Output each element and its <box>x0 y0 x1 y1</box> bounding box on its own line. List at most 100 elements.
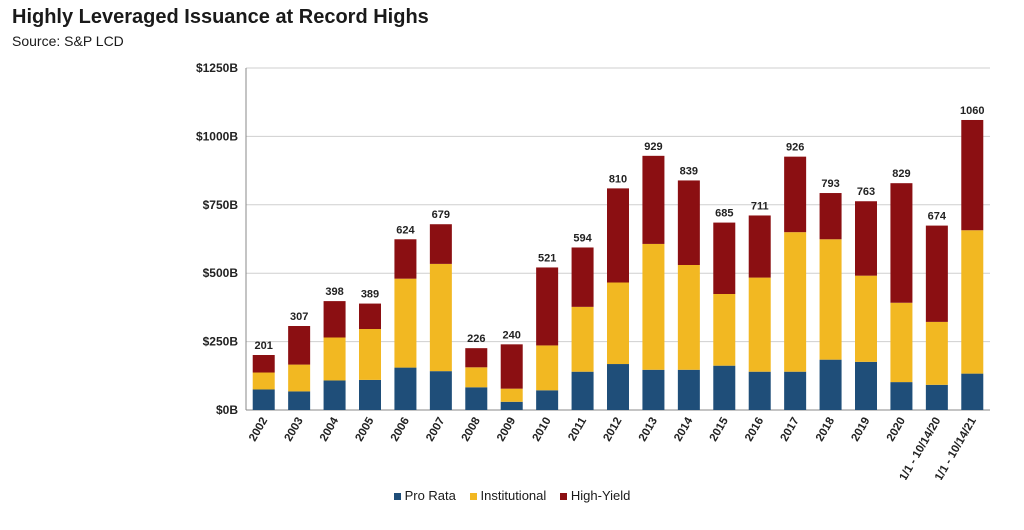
legend-label: Institutional <box>480 488 547 503</box>
bar-segment-institutional <box>536 345 559 391</box>
bar-segment-institutional <box>855 275 877 362</box>
legend-swatch <box>469 493 477 501</box>
bar-segment-institutional <box>359 329 381 380</box>
bar-segment-pro-rata <box>642 369 665 410</box>
x-tick-label: 2012 <box>601 416 624 444</box>
x-tick-label: 2017 <box>779 416 802 444</box>
bar-segment-pro-rata <box>571 371 594 410</box>
chart-legend: Pro Rata Institutional High-Yield <box>0 488 1024 503</box>
bar-segment-high-yield <box>961 119 984 231</box>
bar-segment-pro-rata <box>500 401 523 410</box>
bar-segment-pro-rata <box>748 371 771 410</box>
bar-segment-institutional <box>642 243 665 370</box>
bar-segment-pro-rata <box>252 389 275 410</box>
bar-segment-high-yield <box>642 155 665 244</box>
bar-segment-pro-rata <box>288 391 311 410</box>
bar-segment-high-yield <box>536 267 559 346</box>
bar-segment-pro-rata <box>855 361 877 410</box>
bar-segment-institutional <box>961 230 984 374</box>
bar-segment-institutional <box>465 367 488 388</box>
data-label: 624 <box>396 224 415 236</box>
y-tick-label: $0B <box>216 403 238 417</box>
bar-segment-pro-rata <box>465 387 488 410</box>
bar-segment-institutional <box>890 302 913 383</box>
x-tick-label: 2013 <box>637 416 660 444</box>
x-tick-label: 2018 <box>814 415 837 444</box>
data-label: 1060 <box>960 105 984 117</box>
bar-segment-high-yield <box>748 215 771 278</box>
bar-segment-pro-rata <box>607 364 629 410</box>
x-tick-label: 2019 <box>849 416 872 444</box>
bar-segment-high-yield <box>429 224 452 264</box>
data-label: 810 <box>609 173 627 185</box>
x-tick-label: 2009 <box>495 416 518 444</box>
bar-segment-institutional <box>819 239 842 360</box>
data-label: 685 <box>715 208 733 220</box>
legend-swatch <box>393 493 401 501</box>
bar-segment-institutional <box>607 282 629 365</box>
bar-segment-pro-rata <box>961 373 984 410</box>
data-label: 839 <box>680 165 698 177</box>
legend-item-high-yield: High-Yield <box>559 488 631 503</box>
bar-segment-high-yield <box>571 247 594 307</box>
x-tick-label: 2014 <box>672 415 695 444</box>
bar-segment-high-yield <box>819 193 842 240</box>
y-tick-label: $750B <box>203 198 239 212</box>
bar-segment-pro-rata <box>394 367 417 410</box>
bar-segment-institutional <box>677 264 700 370</box>
data-label: 929 <box>644 141 662 153</box>
chart-subtitle: Source: S&P LCD <box>12 33 124 49</box>
legend-label: High-Yield <box>570 488 631 503</box>
bar-segment-institutional <box>925 321 948 385</box>
bar-segment-institutional <box>571 306 594 372</box>
x-tick-label: 2004 <box>318 415 341 444</box>
legend-swatch <box>559 493 567 501</box>
bar-segment-institutional <box>429 263 452 372</box>
bar-segment-high-yield <box>323 301 346 338</box>
data-label: 594 <box>573 232 592 244</box>
y-tick-label: $1000B <box>196 129 238 143</box>
data-label: 674 <box>928 211 947 223</box>
bar-segment-institutional <box>713 293 736 366</box>
y-tick-label: $250B <box>203 335 239 349</box>
bar-segment-high-yield <box>394 239 417 279</box>
data-label: 240 <box>503 329 521 341</box>
bar-segment-pro-rata <box>784 371 807 410</box>
data-label: 711 <box>751 200 769 212</box>
bar-segment-institutional <box>288 364 311 392</box>
x-tick-label: 2011 <box>566 415 589 443</box>
bar-segment-high-yield <box>677 180 700 265</box>
bar-segment-high-yield <box>607 188 629 283</box>
data-label: 926 <box>786 142 804 154</box>
x-tick-label: 2005 <box>353 415 376 444</box>
bar-segment-pro-rata <box>713 365 736 410</box>
bar-segment-high-yield <box>252 355 275 373</box>
bar-segment-pro-rata <box>429 371 452 410</box>
bar-segment-pro-rata <box>323 380 346 410</box>
bar-segment-pro-rata <box>359 379 381 410</box>
x-tick-label: 2020 <box>885 416 908 444</box>
stacked-bar-chart: $0B $250B $500B $750B $1000B $1250B 201 2002 307… <box>196 61 990 480</box>
legend-item-institutional: Institutional <box>469 488 547 503</box>
data-label: 763 <box>857 186 875 198</box>
bar-segment-institutional <box>748 277 771 372</box>
x-tick-label: 2003 <box>283 416 306 444</box>
x-tick-label: 2010 <box>531 416 554 444</box>
x-tick-label: 2008 <box>460 415 483 444</box>
legend-label: Pro Rata <box>404 488 456 503</box>
data-label: 679 <box>432 209 450 221</box>
bar-segment-high-yield <box>925 225 948 322</box>
bar-segment-pro-rata <box>819 359 842 410</box>
x-tick-label: 2002 <box>247 416 270 444</box>
legend-item-pro-rata: Pro Rata <box>393 488 456 503</box>
y-tick-label: $1250B <box>196 61 238 75</box>
bar-segment-institutional <box>323 337 346 381</box>
data-label: 226 <box>467 333 485 345</box>
bar-segment-high-yield <box>890 183 913 303</box>
bar-segment-pro-rata <box>536 390 559 410</box>
data-label: 307 <box>290 311 308 323</box>
data-label: 793 <box>821 178 839 190</box>
bar-segment-high-yield <box>359 303 381 330</box>
bar-segment-pro-rata <box>677 369 700 410</box>
data-label: 829 <box>892 168 910 180</box>
